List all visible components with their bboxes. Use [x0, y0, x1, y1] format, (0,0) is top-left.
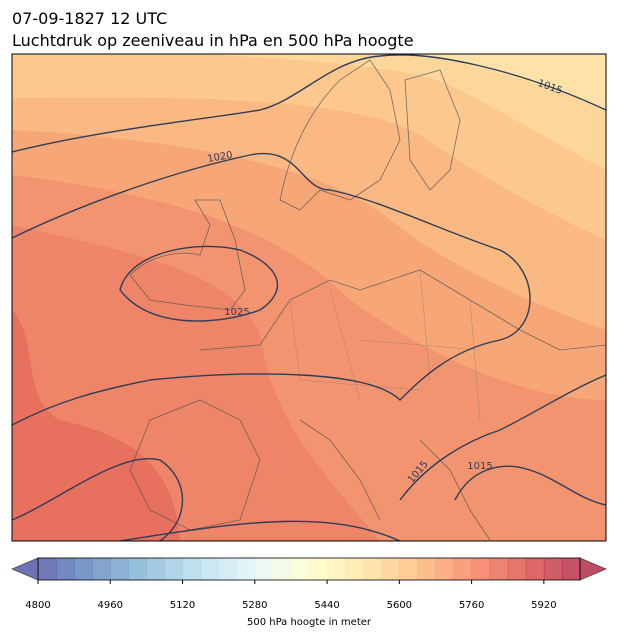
title-line-1: 07-09-1827 12 UTC: [12, 9, 167, 28]
colorbar-segment: [236, 558, 256, 580]
colorbar-tick-label: 5600: [387, 600, 412, 611]
colorbar-segment: [381, 558, 400, 580]
title-line-2: Luchtdruk op zeeniveau in hPa en 500 hPa…: [12, 31, 414, 50]
colorbar-segment: [399, 558, 418, 580]
colorbar-segment: [489, 558, 509, 580]
isobar-label: 1025: [224, 307, 249, 318]
map: 1015 1020 1025 1015 1015: [12, 54, 606, 541]
colorbar-segment: [327, 558, 346, 580]
colorbar-segment: [435, 558, 455, 580]
colorbar-segment: [290, 558, 310, 580]
colorbar-segment: [543, 558, 563, 580]
colorbar-segment: [56, 558, 75, 580]
colorbar-segment: [453, 558, 473, 580]
isobar-label: 1020: [207, 150, 234, 165]
colorbar-tick-label: 5760: [459, 600, 484, 611]
colorbar-segment: [92, 558, 111, 580]
colorbar: 4800 4960 5120 5280 5440 5600 5760 5920: [10, 557, 608, 611]
colorbar-segment: [561, 558, 581, 580]
colorbar-extend-low: [10, 557, 39, 581]
colorbar-segment: [146, 558, 165, 580]
colorbar-segment: [254, 558, 274, 580]
colorbar-segment: [345, 558, 364, 580]
colorbar-tick-label: 5120: [170, 600, 195, 611]
colorbar-segment: [164, 558, 184, 580]
isobar-label: 1015: [467, 461, 492, 472]
colorbar-label: 500 hPa hoogte in meter: [247, 617, 372, 628]
colorbar-segment: [128, 558, 147, 580]
colorbar-tick-label: 5280: [242, 600, 267, 611]
colorbar-extend-high: [579, 557, 608, 581]
colorbar-segment: [309, 558, 328, 580]
colorbar-tick-label: 4800: [25, 600, 50, 611]
colorbar-segment: [200, 558, 220, 580]
colorbar-segment: [507, 558, 527, 580]
colorbar-segment: [74, 558, 93, 580]
colorbar-segment: [38, 558, 57, 580]
map-frame: [11, 53, 607, 542]
colorbar-tick-label: 5920: [531, 600, 556, 611]
colorbar-segment: [417, 558, 436, 580]
colorbar-tick-label: 4960: [98, 600, 123, 611]
colorbar-segment: [471, 558, 491, 580]
colorbar-segment: [272, 558, 292, 580]
colorbar-frame: [37, 557, 581, 581]
colorbar-tick-label: 5440: [314, 600, 339, 611]
colorbar-segment: [363, 558, 382, 580]
colorbar-segment: [218, 558, 238, 580]
colorbar-segment: [525, 558, 545, 580]
colorbar-segment: [182, 558, 202, 580]
colorbar-segment: [110, 558, 129, 580]
